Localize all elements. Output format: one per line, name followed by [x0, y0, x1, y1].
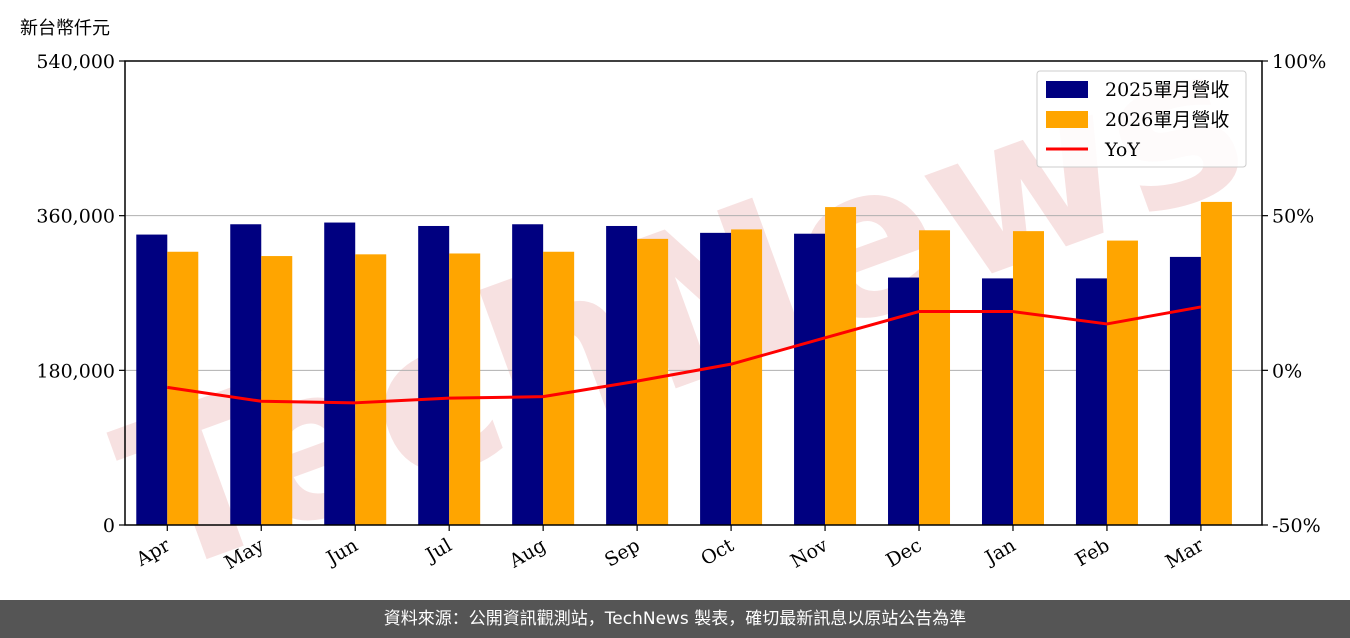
bar-2026-jan — [1012, 231, 1044, 525]
bar-2026-oct — [731, 229, 763, 526]
chart-area: TechNews 0180,000360,000540,000-50%0%50%… — [36, 0, 1326, 600]
bar-2025-jan — [981, 278, 1013, 525]
x-tick-label-oct: Oct — [697, 534, 738, 570]
bar-2025-jun — [324, 222, 356, 525]
bar-2025-aug — [512, 224, 544, 525]
x-tick-label-dec: Dec — [882, 534, 925, 572]
bar-2025-mar — [1169, 256, 1201, 525]
bar-2026-mar — [1200, 201, 1232, 525]
bar-2025-sep — [606, 225, 638, 525]
y-axis-unit-label: 新台幣仟元 — [20, 18, 110, 39]
y2-tick-label-2: 50% — [1272, 206, 1314, 228]
bar-2025-nov — [794, 233, 826, 525]
x-tick-label-feb: Feb — [1072, 534, 1114, 571]
bar-2025-apr — [136, 234, 168, 525]
bar-2025-jul — [418, 225, 450, 525]
x-tick-label-aug: Aug — [505, 534, 550, 573]
yoy-line-series — [167, 305, 1202, 405]
x-tick-label-jan: Jan — [980, 534, 1020, 570]
x-tick-label-jul: Jul — [420, 534, 455, 567]
bar-2025-may — [230, 224, 262, 525]
bar-2026-may — [261, 256, 293, 525]
legend-swatch-0 — [1046, 81, 1088, 98]
bar-2026-jul — [449, 253, 481, 526]
legend-label-1: 2026單月營收 — [1105, 109, 1229, 131]
y-tick-label-3: 540,000 — [36, 51, 115, 73]
axes — [124, 60, 1263, 526]
bar-2026-sep — [637, 238, 669, 525]
yoy-line — [167, 305, 1202, 405]
x-tick-label-sep: Sep — [601, 534, 644, 571]
bar-2026-feb — [1106, 240, 1138, 525]
source-footer: 資料來源：公開資訊觀測站，TechNews 製表，確切最新訊息以原站公告為準 — [0, 600, 1350, 638]
bar-2026-dec — [919, 230, 951, 525]
y-tick-label-0: 0 — [103, 515, 115, 537]
bar-2026-nov — [825, 207, 857, 525]
legend-label-2: YoY — [1104, 139, 1140, 161]
legend-label-0: 2025單月營收 — [1105, 79, 1229, 101]
bar-2026-aug — [543, 251, 575, 525]
y2-tick-label-1: 0% — [1272, 360, 1302, 382]
legend-swatch-1 — [1046, 111, 1088, 128]
x-tick-label-mar: Mar — [1162, 534, 1208, 573]
bar-series — [136, 201, 1232, 526]
y2-tick-label-0: -50% — [1272, 515, 1321, 537]
plot-frame — [124, 60, 1263, 526]
x-tick-label-nov: Nov — [787, 534, 832, 573]
legend-box — [1036, 70, 1247, 168]
bar-2025-oct — [700, 232, 732, 525]
y-tick-label-2: 360,000 — [36, 206, 115, 228]
bar-2025-feb — [1075, 278, 1107, 525]
y-tick-label-1: 180,000 — [36, 360, 115, 382]
bar-2026-jun — [355, 254, 387, 526]
legend: 2025單月營收 2026單月營收 YoY — [1036, 70, 1247, 168]
y2-tick-label-3: 100% — [1272, 51, 1326, 73]
